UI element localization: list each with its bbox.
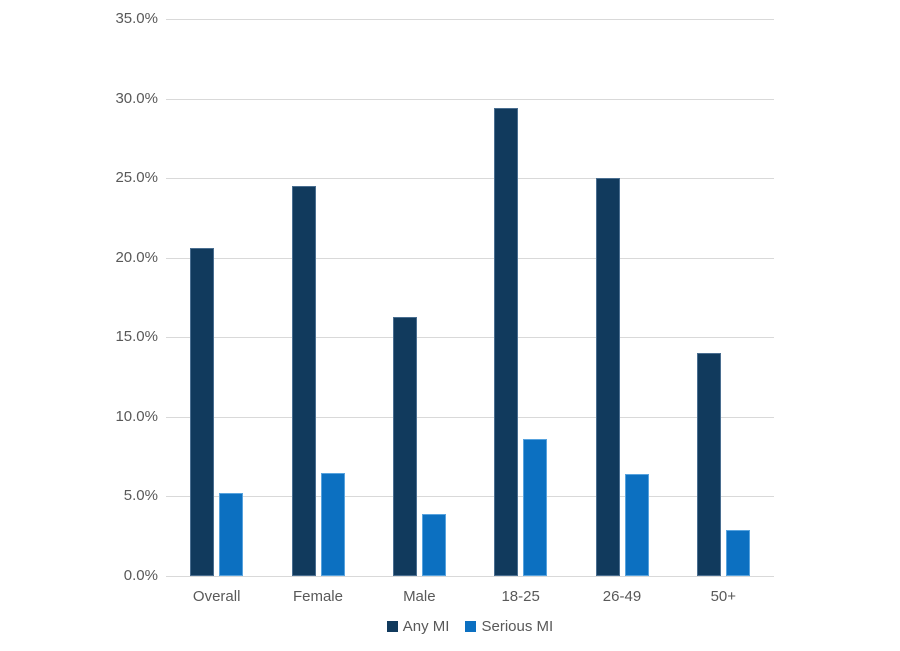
bar-serious-mi-male <box>421 513 446 576</box>
gridline-35 <box>166 19 774 20</box>
y-tick-label: 15.0% <box>115 328 158 346</box>
y-tick-label: 30.0% <box>115 89 158 107</box>
x-category-label: Overall <box>192 588 241 605</box>
x-category-label: Female <box>292 588 343 605</box>
x-category-label: 26-49 <box>602 588 642 605</box>
legend-swatch-icon <box>465 621 477 632</box>
gridline-15 <box>166 337 774 339</box>
bar-serious-mi-overall <box>219 493 244 576</box>
y-tick-label: 20.0% <box>115 248 158 266</box>
gridline-5 <box>166 496 774 498</box>
bar-any-mi-50 <box>696 353 721 576</box>
bar-any-mi-male <box>392 316 417 576</box>
legend-label: Serious MI <box>481 618 554 635</box>
y-tick-label: 10.0% <box>115 407 158 425</box>
gridline-30 <box>166 98 774 100</box>
legend: Any MI Serious MI <box>166 618 774 635</box>
bar-serious-mi-50 <box>725 529 750 576</box>
bar-any-mi-overall <box>190 248 215 576</box>
x-category-label: Male <box>403 588 436 605</box>
bar-serious-mi-female <box>320 472 345 576</box>
y-tick-label: 5.0% <box>123 487 158 505</box>
x-category-label: 50+ <box>710 588 737 605</box>
gridline-0 <box>166 576 774 577</box>
legend-swatch-icon <box>386 621 398 632</box>
bar-serious-mi-26-49 <box>624 474 649 576</box>
gridline-25 <box>166 178 774 180</box>
gridline-10 <box>166 416 774 418</box>
y-tick-label: 0.0% <box>123 567 158 584</box>
legend-label: Any MI <box>402 618 450 635</box>
legend-item-serious-mi: Serious MI <box>465 618 553 635</box>
x-category-label: 18-25 <box>501 588 540 605</box>
legend-item-any-mi: Any MI <box>386 618 450 635</box>
bar-any-mi-26-49 <box>595 178 620 576</box>
bar-any-mi-18-25 <box>494 108 519 576</box>
gridline-20 <box>166 257 774 259</box>
bar-any-mi-female <box>291 186 316 576</box>
y-tick-label: 35.0% <box>115 10 158 27</box>
y-tick-label: 25.0% <box>115 169 158 187</box>
bar-serious-mi-18-25 <box>523 439 548 576</box>
